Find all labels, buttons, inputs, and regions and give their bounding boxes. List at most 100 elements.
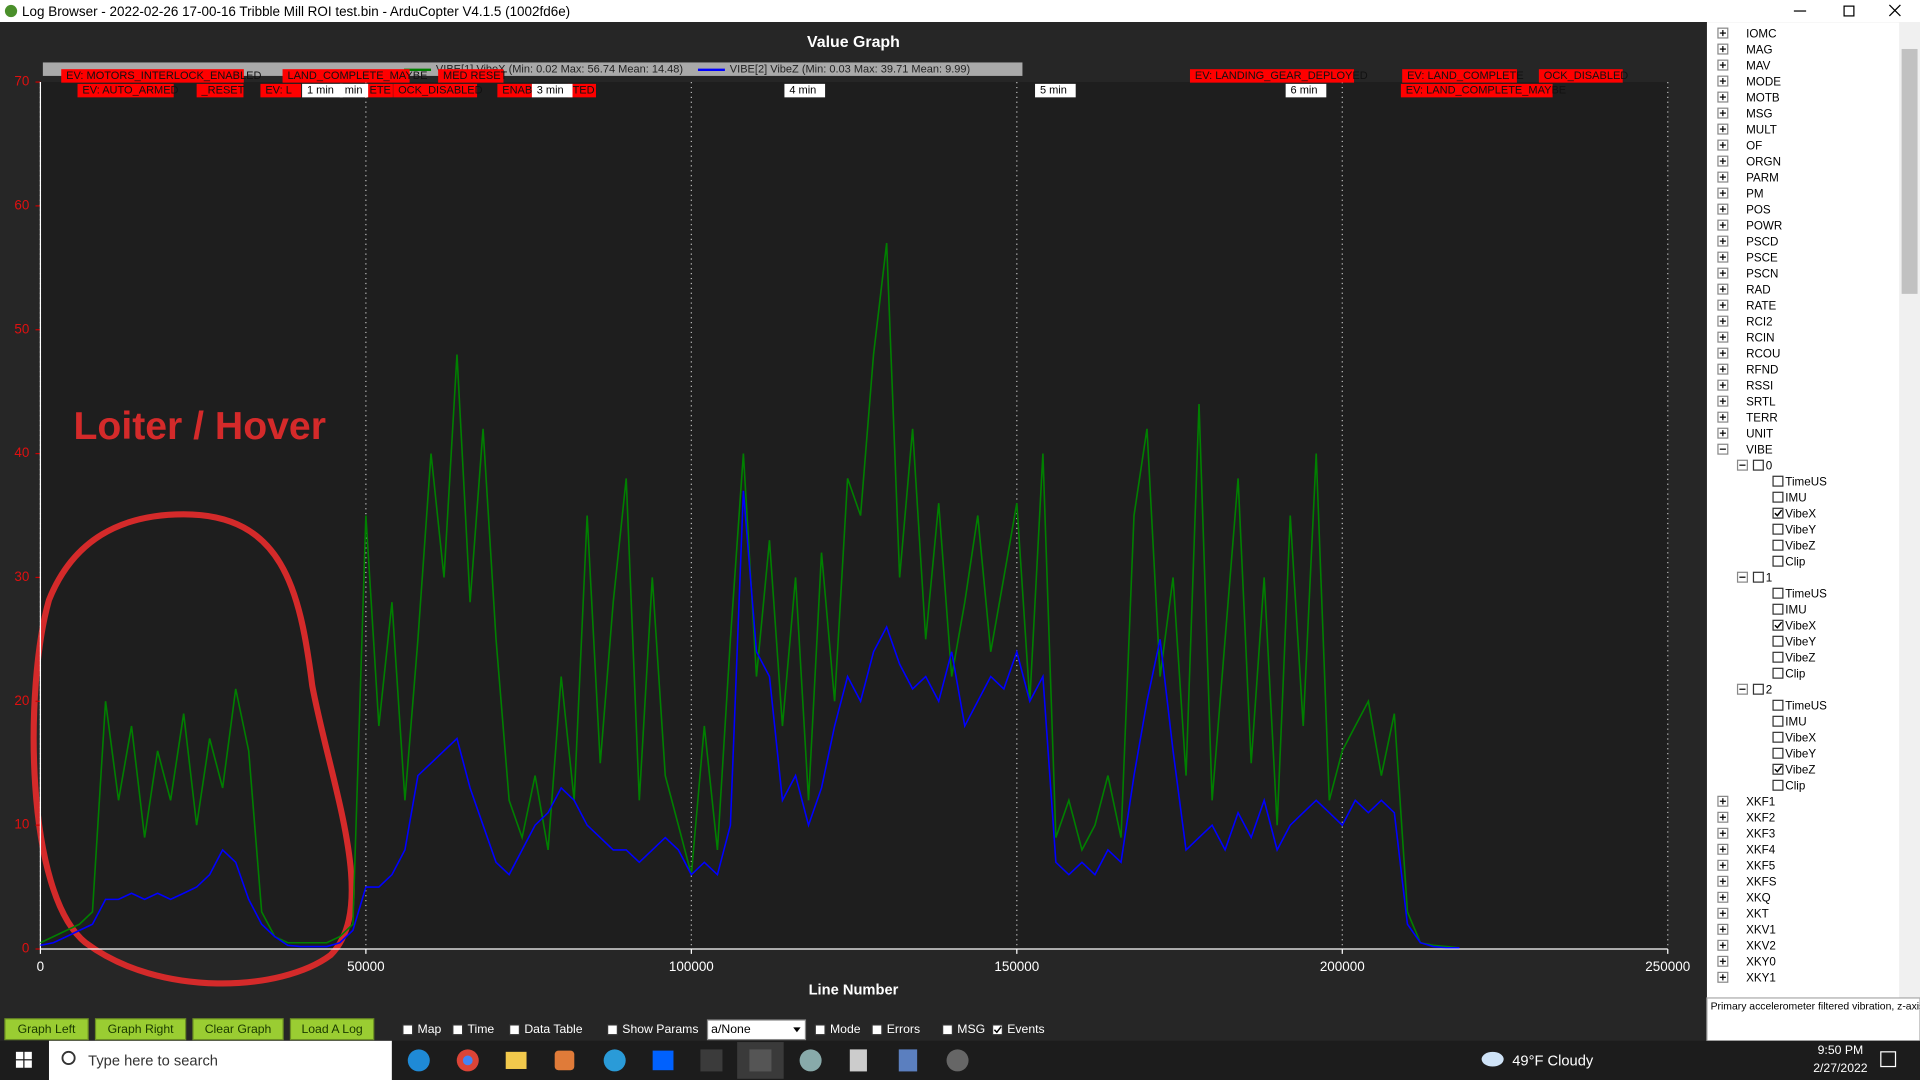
tree-item[interactable]: XKV1: [1746, 924, 1776, 937]
tree-item[interactable]: XKY0: [1746, 956, 1776, 969]
restore[interactable]: [1843, 5, 1855, 17]
tree-item[interactable]: RAD: [1746, 283, 1771, 296]
checkbox[interactable]: [1752, 571, 1764, 583]
tree-item[interactable]: TimeUS: [1785, 475, 1827, 488]
checkbox[interactable]: [1772, 587, 1784, 599]
app-edge[interactable]: [407, 1049, 430, 1072]
checkbox[interactable]: [1772, 699, 1784, 711]
checkbox[interactable]: [1772, 539, 1784, 551]
tree-item[interactable]: XKF2: [1746, 812, 1775, 825]
checkbox[interactable]: [1772, 731, 1784, 743]
tree-item[interactable]: VibeX: [1785, 620, 1816, 633]
tree-item[interactable]: POS: [1746, 203, 1771, 216]
scroll-thumb[interactable]: [1901, 48, 1918, 294]
app-media[interactable]: [554, 1050, 575, 1071]
tree-item[interactable]: XKQ: [1746, 892, 1771, 905]
checkbox[interactable]: [1772, 491, 1784, 503]
tree-item[interactable]: Clip: [1785, 555, 1805, 568]
option-label[interactable]: Errors: [887, 1022, 920, 1036]
tree-item[interactable]: IMU: [1785, 716, 1806, 729]
checkbox[interactable]: [1772, 715, 1784, 727]
tree-item[interactable]: VibeZ: [1785, 764, 1815, 777]
tree-item[interactable]: MAV: [1746, 59, 1771, 72]
weather[interactable]: 49°F Cloudy: [1512, 1054, 1594, 1070]
tree-item[interactable]: RSSI: [1746, 379, 1773, 392]
tree-item[interactable]: XKF5: [1746, 860, 1775, 873]
tree-item[interactable]: MULT: [1746, 123, 1777, 136]
clock-date[interactable]: 2/27/2022: [1813, 1061, 1868, 1075]
tree-item[interactable]: VibeX: [1785, 507, 1816, 520]
tree-item[interactable]: OF: [1746, 139, 1762, 152]
tree-item[interactable]: VibeZ: [1785, 539, 1815, 552]
checkbox[interactable]: [509, 1024, 521, 1036]
option-label[interactable]: Map: [418, 1022, 442, 1036]
tree-item[interactable]: VibeY: [1785, 748, 1816, 761]
button[interactable]: [192, 1018, 284, 1041]
app-browser[interactable]: [603, 1049, 626, 1072]
tree-item[interactable]: PSCE: [1746, 251, 1778, 264]
tree-item[interactable]: IMU: [1785, 604, 1806, 617]
tree-item[interactable]: 2: [1766, 684, 1772, 697]
tree-item[interactable]: PSCN: [1746, 267, 1778, 280]
app-explorer[interactable]: [505, 1051, 527, 1069]
tree-item[interactable]: TimeUS: [1785, 588, 1827, 601]
checkbox[interactable]: [1772, 555, 1784, 567]
tree-item[interactable]: RCI2: [1746, 315, 1773, 328]
legend-entry[interactable]: VIBE[2] VibeZ (Min: 0.03 Max: 39.71 Mean…: [730, 64, 970, 76]
combo-box[interactable]: [706, 1019, 807, 1041]
checkbox[interactable]: [1772, 747, 1784, 759]
app-drone[interactable]: [799, 1049, 822, 1072]
tree-item[interactable]: SRTL: [1746, 395, 1776, 408]
tree-item[interactable]: VibeZ: [1785, 652, 1815, 665]
tree-item[interactable]: TimeUS: [1785, 700, 1827, 713]
start-button[interactable]: [15, 1051, 32, 1068]
checkbox[interactable]: [452, 1024, 464, 1036]
tree-item[interactable]: Clip: [1785, 668, 1805, 681]
checkbox[interactable]: [941, 1024, 954, 1036]
app-calc[interactable]: [898, 1049, 918, 1072]
checkbox[interactable]: [606, 1024, 619, 1036]
checkbox[interactable]: [402, 1024, 414, 1036]
option-label[interactable]: Show Params: [622, 1022, 698, 1036]
checkbox[interactable]: [1772, 651, 1784, 663]
tree-item[interactable]: POWR: [1746, 219, 1782, 232]
tree-item[interactable]: RCIN: [1746, 331, 1774, 344]
tree-item[interactable]: PSCD: [1746, 235, 1778, 248]
button[interactable]: [4, 1018, 89, 1041]
checkbox[interactable]: [871, 1024, 883, 1036]
checkbox[interactable]: [1772, 635, 1784, 647]
option-label[interactable]: Data Table: [524, 1022, 582, 1036]
option-label[interactable]: Time: [468, 1022, 495, 1036]
app-other[interactable]: [946, 1049, 969, 1072]
checkbox[interactable]: [1752, 683, 1764, 695]
app-doc[interactable]: [849, 1049, 867, 1072]
checkbox[interactable]: [1772, 523, 1784, 535]
tree-item[interactable]: UNIT: [1746, 427, 1773, 440]
tree-item[interactable]: 0: [1766, 459, 1773, 472]
tree-item[interactable]: XKFS: [1746, 876, 1777, 889]
tree-item[interactable]: RCOU: [1746, 347, 1780, 360]
tree-item[interactable]: XKT: [1746, 908, 1769, 921]
tree-item[interactable]: IOMC: [1746, 27, 1776, 40]
tree-item[interactable]: VIBE: [1746, 443, 1773, 456]
option-label[interactable]: Mode: [830, 1022, 861, 1036]
tree-item[interactable]: 1: [1766, 572, 1772, 585]
tree-item[interactable]: IMU: [1785, 491, 1806, 504]
notifications[interactable]: [1880, 1051, 1897, 1068]
tree-item[interactable]: ORGN: [1746, 155, 1781, 168]
tree-item[interactable]: XKF1: [1746, 796, 1775, 809]
checkbox[interactable]: [1772, 507, 1784, 519]
close[interactable]: [1888, 4, 1901, 17]
app-dropbox[interactable]: [652, 1050, 674, 1071]
tree-item[interactable]: XKV2: [1746, 940, 1776, 953]
button[interactable]: [289, 1018, 375, 1041]
tree-item[interactable]: XKF3: [1746, 828, 1775, 841]
checkbox[interactable]: [1772, 475, 1784, 487]
app-k[interactable]: [700, 1049, 723, 1072]
option-label[interactable]: Events: [1007, 1022, 1044, 1036]
checkbox[interactable]: [1772, 619, 1784, 631]
clock-time[interactable]: 9:50 PM: [1818, 1043, 1864, 1057]
tree-item[interactable]: VibeX: [1785, 732, 1816, 745]
tree-item[interactable]: RFND: [1746, 363, 1778, 376]
checkbox[interactable]: [1772, 667, 1784, 679]
